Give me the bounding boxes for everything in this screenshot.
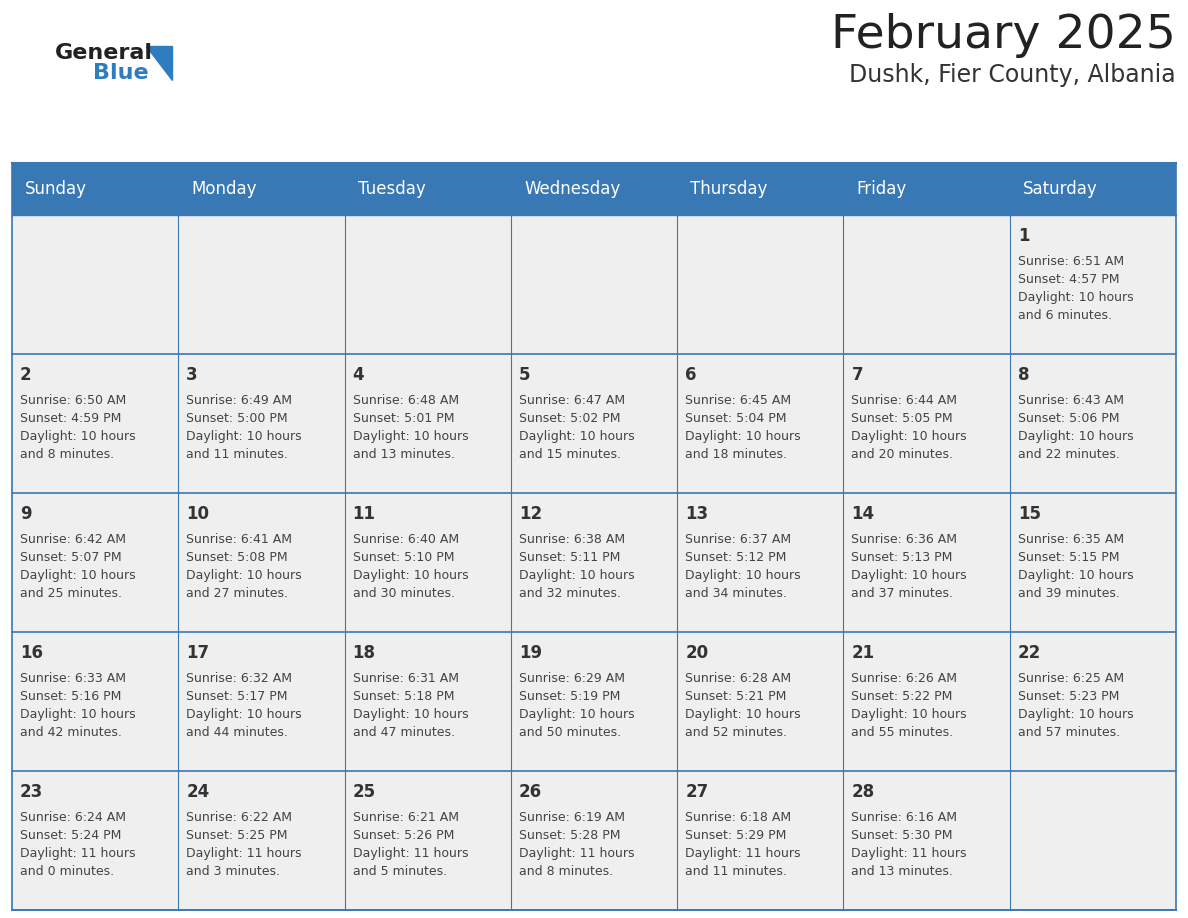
Text: Sunrise: 6:22 AM
Sunset: 5:25 PM
Daylight: 11 hours
and 3 minutes.: Sunrise: 6:22 AM Sunset: 5:25 PM Dayligh… (187, 811, 302, 878)
Bar (12, 163, 178, 215)
Text: 2: 2 (20, 366, 32, 384)
Text: Sunrise: 6:28 AM
Sunset: 5:21 PM
Daylight: 10 hours
and 52 minutes.: Sunrise: 6:28 AM Sunset: 5:21 PM Dayligh… (685, 672, 801, 739)
Text: Sunrise: 6:48 AM
Sunset: 5:01 PM
Daylight: 10 hours
and 13 minutes.: Sunrise: 6:48 AM Sunset: 5:01 PM Dayligh… (353, 394, 468, 461)
Text: 28: 28 (852, 783, 874, 801)
Text: Sunrise: 6:33 AM
Sunset: 5:16 PM
Daylight: 10 hours
and 42 minutes.: Sunrise: 6:33 AM Sunset: 5:16 PM Dayligh… (20, 672, 135, 739)
Text: 23: 23 (20, 783, 43, 801)
Bar (511, 163, 677, 215)
Text: Monday: Monday (191, 180, 257, 198)
Text: Dushk, Fier County, Albania: Dushk, Fier County, Albania (849, 63, 1176, 87)
Text: 19: 19 (519, 644, 542, 662)
Bar (12, 354, 1176, 493)
Text: Sunrise: 6:40 AM
Sunset: 5:10 PM
Daylight: 10 hours
and 30 minutes.: Sunrise: 6:40 AM Sunset: 5:10 PM Dayligh… (353, 533, 468, 600)
Text: Sunrise: 6:35 AM
Sunset: 5:15 PM
Daylight: 10 hours
and 39 minutes.: Sunrise: 6:35 AM Sunset: 5:15 PM Dayligh… (1018, 533, 1133, 600)
Text: Sunrise: 6:51 AM
Sunset: 4:57 PM
Daylight: 10 hours
and 6 minutes.: Sunrise: 6:51 AM Sunset: 4:57 PM Dayligh… (1018, 255, 1133, 322)
Text: Sunrise: 6:38 AM
Sunset: 5:11 PM
Daylight: 10 hours
and 32 minutes.: Sunrise: 6:38 AM Sunset: 5:11 PM Dayligh… (519, 533, 634, 600)
Text: General: General (55, 43, 153, 63)
Text: Sunrise: 6:44 AM
Sunset: 5:05 PM
Daylight: 10 hours
and 20 minutes.: Sunrise: 6:44 AM Sunset: 5:05 PM Dayligh… (852, 394, 967, 461)
Text: Sunday: Sunday (25, 180, 87, 198)
Text: Sunrise: 6:32 AM
Sunset: 5:17 PM
Daylight: 10 hours
and 44 minutes.: Sunrise: 6:32 AM Sunset: 5:17 PM Dayligh… (187, 672, 302, 739)
Text: 6: 6 (685, 366, 696, 384)
Text: 4: 4 (353, 366, 365, 384)
Text: 8: 8 (1018, 366, 1029, 384)
Text: 27: 27 (685, 783, 708, 801)
Bar (1010, 163, 1176, 215)
Text: 5: 5 (519, 366, 530, 384)
Text: Wednesday: Wednesday (524, 180, 620, 198)
Bar (12, 632, 1176, 771)
Text: 7: 7 (852, 366, 862, 384)
Text: 11: 11 (353, 505, 375, 523)
Text: 20: 20 (685, 644, 708, 662)
Text: Sunrise: 6:49 AM
Sunset: 5:00 PM
Daylight: 10 hours
and 11 minutes.: Sunrise: 6:49 AM Sunset: 5:00 PM Dayligh… (187, 394, 302, 461)
Text: 26: 26 (519, 783, 542, 801)
Polygon shape (146, 46, 172, 80)
Text: Sunrise: 6:43 AM
Sunset: 5:06 PM
Daylight: 10 hours
and 22 minutes.: Sunrise: 6:43 AM Sunset: 5:06 PM Dayligh… (1018, 394, 1133, 461)
Text: Thursday: Thursday (690, 180, 767, 198)
Text: 10: 10 (187, 505, 209, 523)
Bar (677, 163, 843, 215)
Text: Sunrise: 6:18 AM
Sunset: 5:29 PM
Daylight: 11 hours
and 11 minutes.: Sunrise: 6:18 AM Sunset: 5:29 PM Dayligh… (685, 811, 801, 878)
Text: 17: 17 (187, 644, 209, 662)
Text: Saturday: Saturday (1023, 180, 1098, 198)
Text: Sunrise: 6:31 AM
Sunset: 5:18 PM
Daylight: 10 hours
and 47 minutes.: Sunrise: 6:31 AM Sunset: 5:18 PM Dayligh… (353, 672, 468, 739)
Text: Sunrise: 6:24 AM
Sunset: 5:24 PM
Daylight: 11 hours
and 0 minutes.: Sunrise: 6:24 AM Sunset: 5:24 PM Dayligh… (20, 811, 135, 878)
Text: 1: 1 (1018, 227, 1029, 245)
Text: Friday: Friday (857, 180, 906, 198)
Bar (843, 163, 1010, 215)
Text: Sunrise: 6:26 AM
Sunset: 5:22 PM
Daylight: 10 hours
and 55 minutes.: Sunrise: 6:26 AM Sunset: 5:22 PM Dayligh… (852, 672, 967, 739)
Text: Sunrise: 6:19 AM
Sunset: 5:28 PM
Daylight: 11 hours
and 8 minutes.: Sunrise: 6:19 AM Sunset: 5:28 PM Dayligh… (519, 811, 634, 878)
Text: Tuesday: Tuesday (358, 180, 425, 198)
Bar (345, 163, 511, 215)
Bar (178, 163, 345, 215)
Text: Sunrise: 6:45 AM
Sunset: 5:04 PM
Daylight: 10 hours
and 18 minutes.: Sunrise: 6:45 AM Sunset: 5:04 PM Dayligh… (685, 394, 801, 461)
Text: 25: 25 (353, 783, 375, 801)
Text: Sunrise: 6:25 AM
Sunset: 5:23 PM
Daylight: 10 hours
and 57 minutes.: Sunrise: 6:25 AM Sunset: 5:23 PM Dayligh… (1018, 672, 1133, 739)
Text: Sunrise: 6:36 AM
Sunset: 5:13 PM
Daylight: 10 hours
and 37 minutes.: Sunrise: 6:36 AM Sunset: 5:13 PM Dayligh… (852, 533, 967, 600)
Text: 12: 12 (519, 505, 542, 523)
Text: 15: 15 (1018, 505, 1041, 523)
Text: 13: 13 (685, 505, 708, 523)
Text: February 2025: February 2025 (832, 13, 1176, 58)
Text: Sunrise: 6:47 AM
Sunset: 5:02 PM
Daylight: 10 hours
and 15 minutes.: Sunrise: 6:47 AM Sunset: 5:02 PM Dayligh… (519, 394, 634, 461)
Text: 22: 22 (1018, 644, 1041, 662)
Text: 24: 24 (187, 783, 209, 801)
Bar (12, 215, 1176, 354)
Text: Sunrise: 6:21 AM
Sunset: 5:26 PM
Daylight: 11 hours
and 5 minutes.: Sunrise: 6:21 AM Sunset: 5:26 PM Dayligh… (353, 811, 468, 878)
Text: 14: 14 (852, 505, 874, 523)
Bar (12, 493, 1176, 632)
Text: Sunrise: 6:42 AM
Sunset: 5:07 PM
Daylight: 10 hours
and 25 minutes.: Sunrise: 6:42 AM Sunset: 5:07 PM Dayligh… (20, 533, 135, 600)
Text: Sunrise: 6:29 AM
Sunset: 5:19 PM
Daylight: 10 hours
and 50 minutes.: Sunrise: 6:29 AM Sunset: 5:19 PM Dayligh… (519, 672, 634, 739)
Text: Blue: Blue (93, 63, 148, 83)
Text: 18: 18 (353, 644, 375, 662)
Text: Sunrise: 6:16 AM
Sunset: 5:30 PM
Daylight: 11 hours
and 13 minutes.: Sunrise: 6:16 AM Sunset: 5:30 PM Dayligh… (852, 811, 967, 878)
Text: Sunrise: 6:50 AM
Sunset: 4:59 PM
Daylight: 10 hours
and 8 minutes.: Sunrise: 6:50 AM Sunset: 4:59 PM Dayligh… (20, 394, 135, 461)
Bar (12, 771, 1176, 910)
Text: 3: 3 (187, 366, 198, 384)
Text: Sunrise: 6:37 AM
Sunset: 5:12 PM
Daylight: 10 hours
and 34 minutes.: Sunrise: 6:37 AM Sunset: 5:12 PM Dayligh… (685, 533, 801, 600)
Text: 16: 16 (20, 644, 43, 662)
Text: 9: 9 (20, 505, 32, 523)
Text: Sunrise: 6:41 AM
Sunset: 5:08 PM
Daylight: 10 hours
and 27 minutes.: Sunrise: 6:41 AM Sunset: 5:08 PM Dayligh… (187, 533, 302, 600)
Text: 21: 21 (852, 644, 874, 662)
